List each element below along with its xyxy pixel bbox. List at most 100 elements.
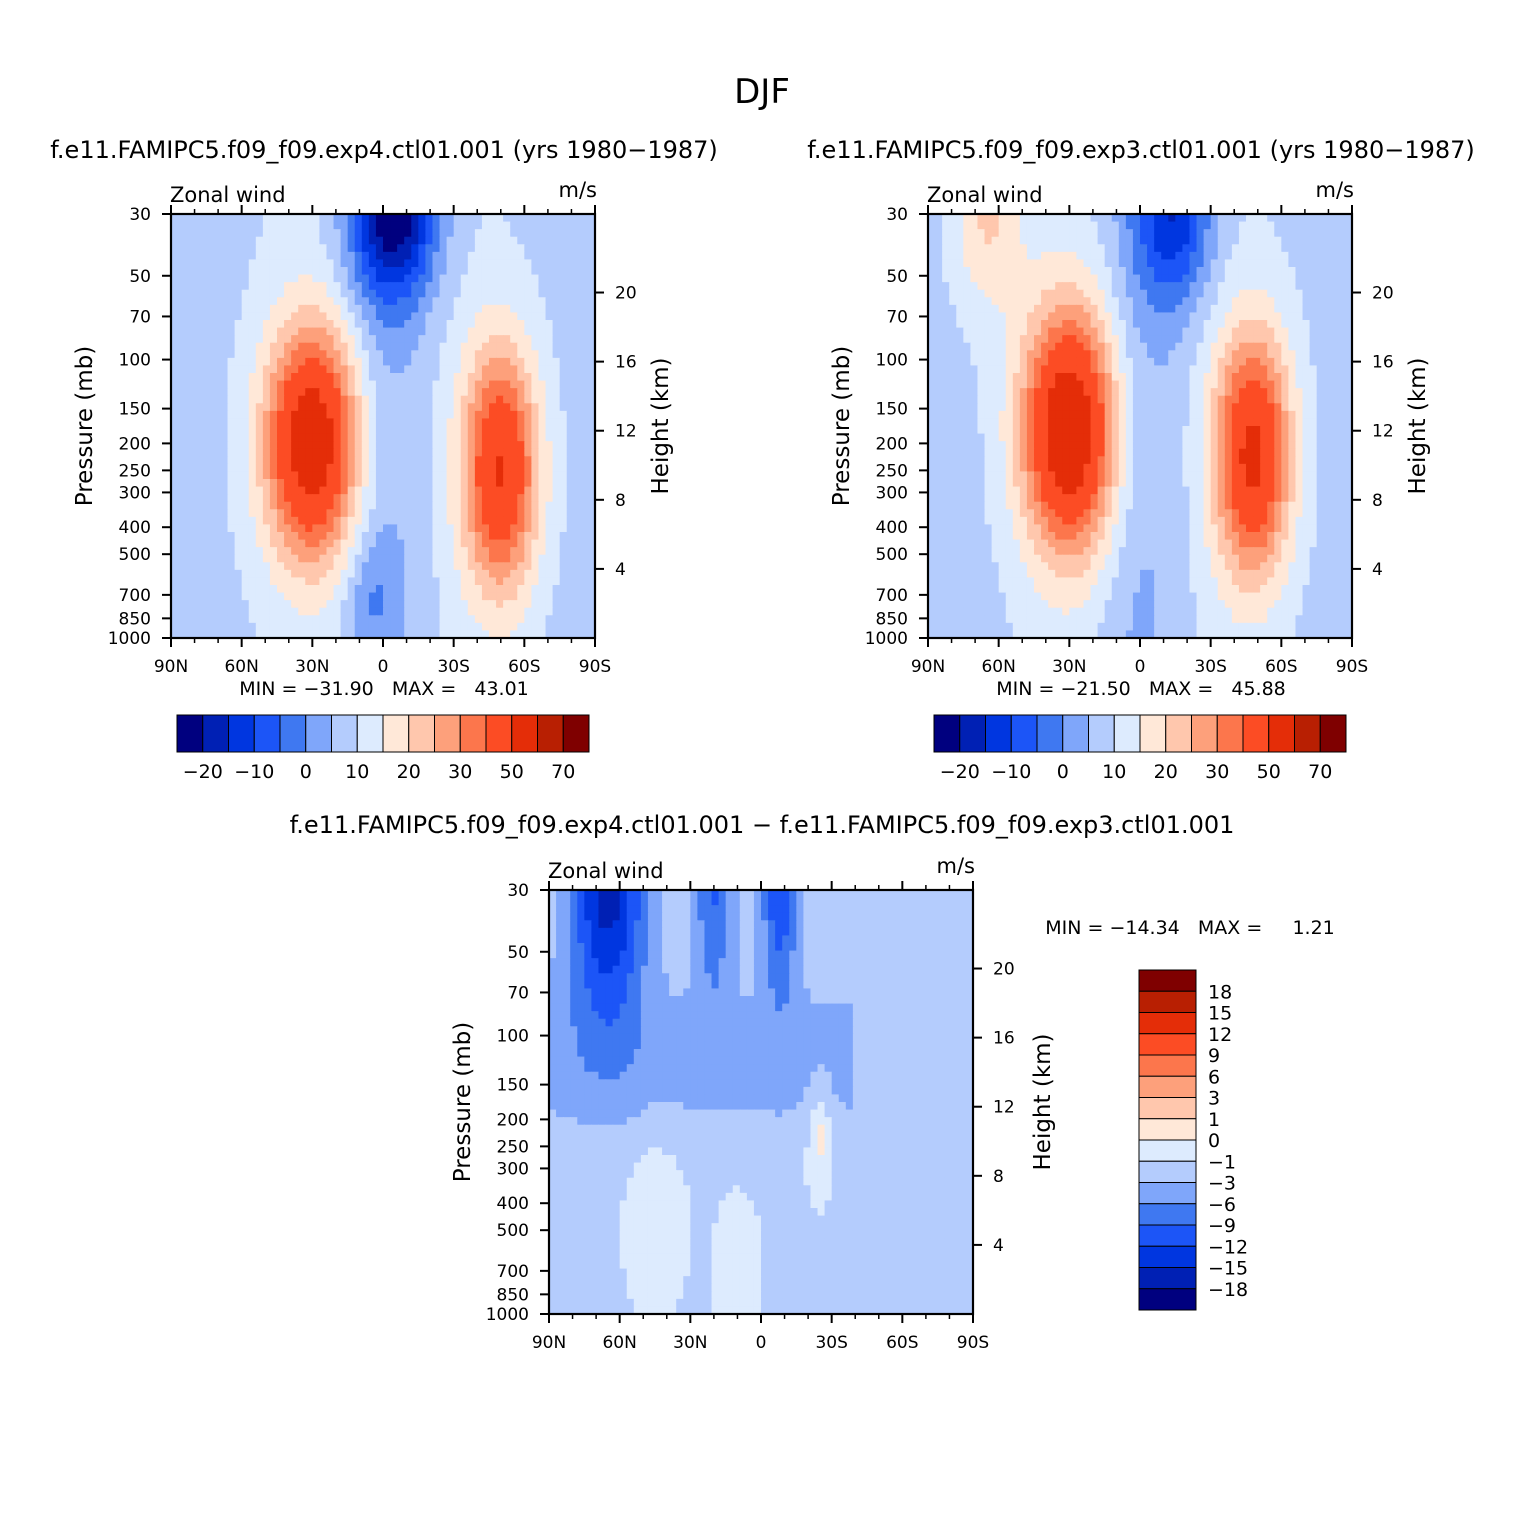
panel-2-left-label: Zonal wind [927,183,1043,207]
field-cell [503,448,511,457]
field-cell [291,335,299,344]
field-cell [489,304,497,314]
field-cell [1288,297,1297,306]
field-cell [496,297,504,306]
field-cell [552,456,561,465]
field-cell [171,456,179,465]
field-cell [984,244,993,253]
field-cell [503,585,511,594]
field-cell [1182,289,1191,298]
y-tick-label: 700 [119,586,151,606]
field-cell [248,221,257,230]
field-cell [1154,214,1162,223]
field-cell [928,221,936,230]
field-cell [411,463,419,473]
field-cell [220,388,229,397]
field-cell [587,577,596,586]
field-cell [375,350,384,359]
field-cell [1217,350,1226,359]
field-cell [587,320,596,329]
field-cell [481,365,490,374]
field-cell [418,244,426,253]
field-cell [241,251,250,261]
field-cell [1281,335,1289,344]
field-cell [496,304,504,314]
field-cell [970,244,979,253]
field-cell [1026,388,1035,397]
field-cell [298,562,306,571]
field-cell [1062,373,1070,382]
field-cell [928,289,936,298]
field-cell [340,607,349,616]
field-cell [375,448,384,457]
field-cell [1104,312,1113,321]
field-cell [467,486,476,495]
field-cell [453,516,462,526]
field-cell [524,418,532,427]
field-cell [984,282,993,291]
field-cell [284,327,292,336]
field-cell [199,630,207,639]
field-cell [474,380,483,389]
field-cell [580,274,589,283]
colorbar-label: 50 [500,761,524,783]
field-cell [199,312,207,321]
field-cell [1196,335,1205,344]
field-cell [213,320,222,329]
field-cell [559,524,568,533]
field-cell [1238,388,1247,397]
field-cell [185,501,193,510]
field-cell [496,229,504,238]
field-cell [277,562,285,571]
field-cell [559,403,568,412]
field-cell [333,486,342,495]
field-cell [1090,304,1099,314]
field-cell [524,569,532,579]
field-cell [1132,335,1141,344]
field-cell [390,463,398,473]
field-cell [262,236,271,245]
field-cell [545,388,554,397]
field-cell [1055,312,1063,321]
field-cell [340,297,349,306]
field-cell [439,532,448,541]
field-cell [1041,342,1049,351]
field-cell [1337,244,1346,253]
field-cell [524,524,532,533]
field-cell [262,251,271,261]
field-cell [192,236,200,245]
field-cell [206,494,214,503]
field-cell [241,532,250,541]
field-cell [1097,380,1106,389]
field-cell [496,486,504,495]
field-cell [587,441,596,450]
field-cell [319,342,328,351]
field-cell [474,229,483,238]
field-cell [587,388,596,397]
field-cell [963,403,971,412]
field-cell [517,539,525,548]
field-cell [298,441,306,450]
field-cell [262,259,271,268]
field-cell [305,388,313,397]
field-cell [248,282,257,291]
field-cell [970,403,979,412]
field-cell [383,297,391,306]
field-cell [1274,214,1282,223]
field-cell [333,516,342,526]
field-cell [977,289,986,298]
field-cell [928,236,936,245]
field-cell [361,267,370,276]
field-cell [538,244,547,253]
field-cell [1005,357,1014,367]
colorbar-box [511,714,538,753]
field-cell [1302,388,1311,397]
field-cell [312,342,320,351]
field-cell [241,297,250,306]
field-cell [1203,289,1212,298]
field-cell [1118,350,1127,359]
field-cell [1090,236,1099,245]
field-cell [298,448,306,457]
field-cell [1260,357,1268,367]
field-cell [977,342,986,351]
